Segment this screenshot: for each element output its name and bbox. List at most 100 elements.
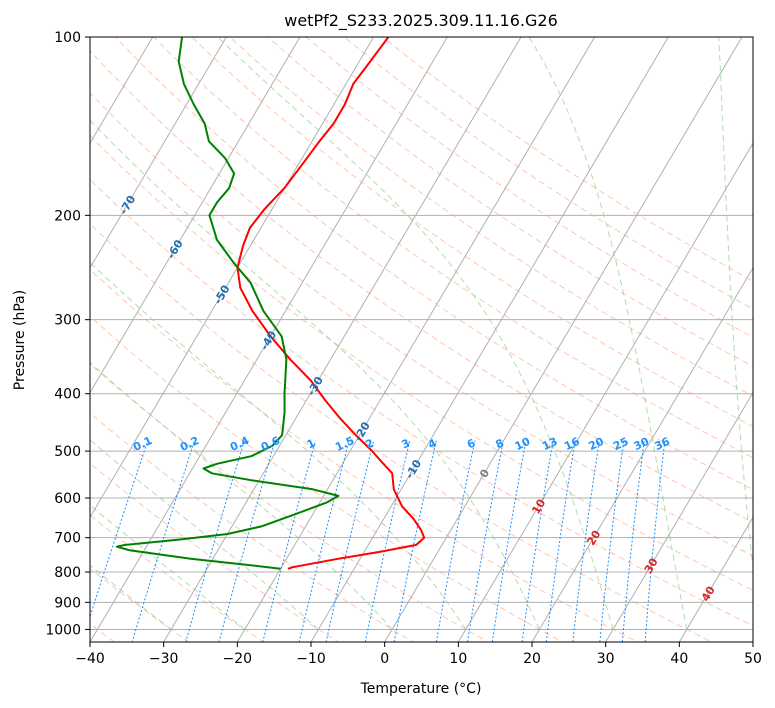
dry-adiabat	[90, 50, 753, 523]
mixing-ratio-line	[325, 440, 375, 642]
mixing-ratio-label: 30	[632, 435, 652, 453]
y-axis-label: Pressure (hPa)	[12, 290, 28, 390]
mixing-ratio-line	[131, 440, 195, 642]
isotherm-line	[310, 37, 669, 642]
dry-adiabat	[191, 37, 753, 428]
mixing-ratio-label: 4	[426, 436, 439, 451]
chart-title: wetPf2_S233.2025.309.11.16.G26	[284, 11, 558, 31]
dry-adiabat	[90, 92, 753, 557]
axes: −40 −30 −20 −10 0 10 20 30 40 5010009008007006005…	[45, 30, 762, 667]
mixing-ratio-line	[491, 440, 527, 642]
mixing-ratio-line	[364, 440, 411, 642]
dry-adiabat	[229, 37, 753, 397]
isotherm-line	[457, 142, 753, 642]
isotherm-line	[531, 266, 753, 642]
plot-frame	[89, 36, 754, 643]
moist-adiabat	[90, 261, 467, 630]
dewpoint-profile-line	[115, 37, 340, 570]
dry-adiabat	[381, 37, 753, 282]
dry-adiabat	[90, 462, 340, 642]
isotherm-line	[90, 37, 301, 394]
mixing-ratio-line	[467, 440, 504, 642]
isotherm-line	[90, 37, 448, 642]
dry-adiabat	[90, 268, 639, 642]
mixing-ratio-label: 2	[363, 436, 375, 451]
mixing-ratio-label: 6	[465, 436, 478, 451]
isotherm-line	[163, 37, 522, 642]
y-tick-label: 700	[54, 531, 81, 547]
isotherm-line	[752, 641, 753, 642]
warm-isotherm-label: 30	[642, 556, 661, 576]
moist-adiabat	[718, 37, 753, 573]
isotherm-line	[90, 37, 375, 519]
y-tick-label: 200	[54, 208, 81, 224]
x-axis-label: Temperature (°C)	[360, 681, 482, 697]
mixing-ratio-label: 1	[305, 436, 317, 451]
isotherm-label: -80	[71, 146, 92, 170]
dry-adiabat	[90, 412, 414, 642]
isotherm-line	[605, 391, 753, 642]
mixing-ratio-line	[90, 440, 149, 618]
dry-adiabat	[90, 363, 489, 642]
temperature-profile-line	[236, 37, 426, 570]
isotherm-line	[678, 516, 753, 642]
isotherm-line	[90, 37, 154, 145]
mixing-ratio-label: 13	[540, 435, 559, 453]
x-tick-label: 10	[449, 651, 467, 667]
x-tick-label: 50	[744, 651, 762, 667]
x-tick-label: 30	[597, 651, 615, 667]
y-tick-label: 400	[54, 387, 81, 403]
y-tick-label: 300	[54, 313, 81, 329]
x-tick-label: −10	[296, 651, 326, 667]
isotherm-label: -60	[165, 237, 186, 261]
y-tick-label: 900	[54, 595, 81, 611]
mixing-ratio-line	[621, 440, 645, 642]
x-tick-label: −20	[223, 651, 253, 667]
isotherm-label: -10	[403, 457, 424, 481]
dry-adiabat	[90, 514, 265, 642]
moist-adiabat	[217, 37, 614, 630]
x-tick-label: 40	[670, 651, 688, 667]
isotherm-line	[384, 37, 743, 642]
mixing-ratio-line	[545, 440, 576, 642]
y-tick-label: 800	[54, 565, 81, 581]
mixing-ratio-label: 3	[400, 436, 412, 451]
isotherm-label: -100	[0, 51, 1, 82]
mixing-ratio-line	[298, 440, 350, 642]
mixing-ratio-line	[393, 440, 437, 642]
dry-adiabat	[90, 178, 753, 627]
y-tick-label: 500	[54, 444, 81, 460]
dry-adiabat	[90, 315, 564, 642]
dry-adiabat	[114, 37, 753, 491]
dry-adiabat	[90, 135, 753, 591]
isotherm-label: -40	[258, 328, 279, 352]
warm-isotherm-label: 10	[529, 496, 548, 516]
y-tick-label: 100	[54, 30, 81, 46]
mixing-ratio-line	[521, 440, 554, 642]
isotherm-line	[90, 37, 227, 269]
x-tick-label: 20	[523, 651, 541, 667]
mixing-ratio-label: 20	[587, 435, 607, 453]
dry-adiabat	[90, 223, 713, 642]
x-tick-label: −30	[149, 651, 179, 667]
isotherm-label: -70	[117, 193, 138, 217]
x-tick-label: −40	[75, 651, 105, 667]
x-tick-label: 0	[380, 651, 389, 667]
moist-adiabat	[90, 119, 540, 630]
warm-isotherm-label: 20	[585, 528, 604, 548]
moist-adiabat	[90, 439, 319, 630]
mixing-ratio-label: 10	[513, 435, 533, 453]
isotherm-label: -90	[24, 100, 45, 124]
mixing-ratio-line	[435, 440, 476, 642]
moist-adiabat	[528, 37, 688, 630]
dry-adiabat	[343, 37, 753, 310]
warm-isotherm-label: 0	[477, 467, 492, 481]
dry-adiabat	[152, 37, 753, 459]
plot-area	[90, 37, 753, 642]
mixing-ratio-line	[218, 440, 276, 642]
y-tick-label: 600	[54, 491, 81, 507]
mixing-ratio-label: 25	[611, 435, 630, 453]
mixing-ratio-label: 36	[652, 435, 672, 453]
isotherm-line	[236, 37, 596, 642]
